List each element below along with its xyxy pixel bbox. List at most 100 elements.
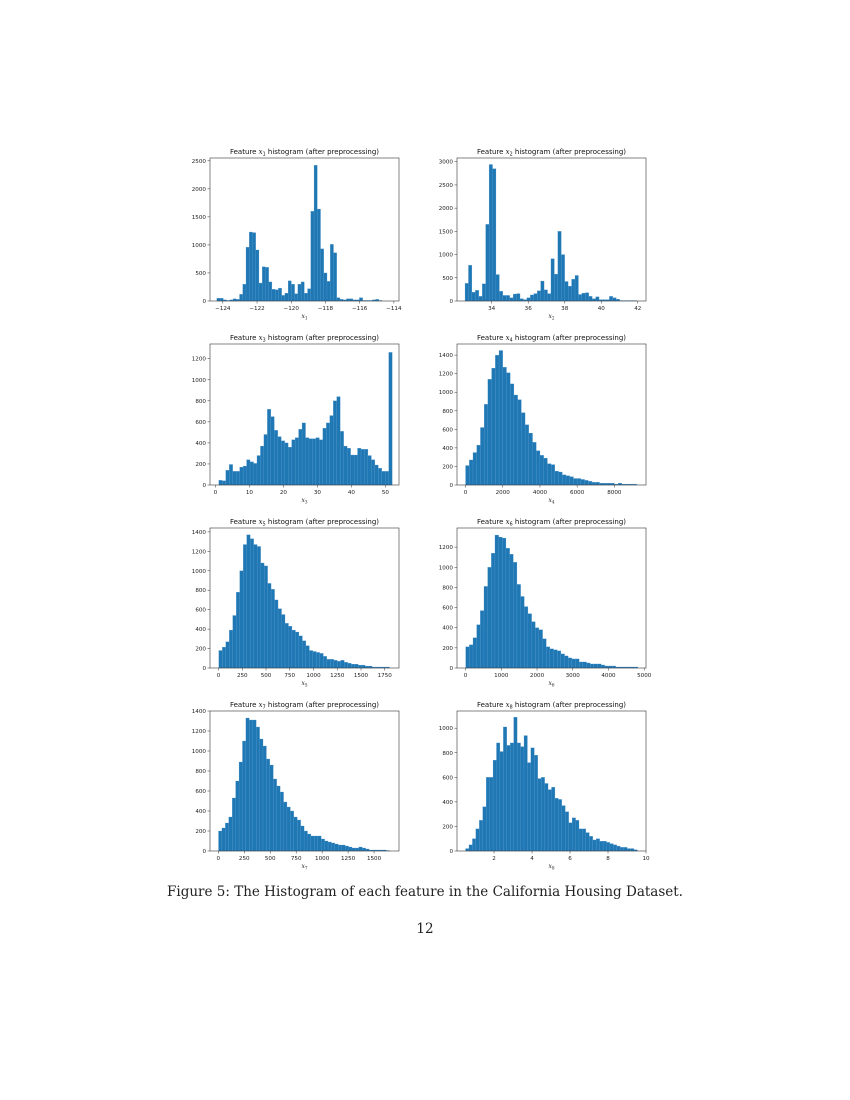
histogram-bar	[557, 231, 562, 302]
y-axis: 0 200 400 600 800 1000 1200	[192, 357, 210, 489]
y-tick-label: 0	[202, 299, 206, 305]
histogram-bar	[491, 367, 496, 486]
histogram-bar	[271, 289, 276, 302]
x-axis-label: x6	[548, 680, 554, 688]
histogram-bar	[357, 448, 362, 486]
x-axis: 0 250 500 750 1000 1250 1500	[217, 851, 382, 862]
histogram-bar	[307, 833, 312, 852]
histogram-bar	[267, 583, 272, 669]
y-tick-label: 1000	[192, 243, 207, 249]
histogram-bar	[326, 281, 331, 302]
histogram-bar	[263, 565, 268, 669]
histogram-bar	[239, 294, 243, 302]
y-tick-label: 800	[195, 588, 206, 594]
histogram-bar	[242, 284, 247, 302]
x-tick-label: 50	[382, 490, 390, 496]
histogram-bar	[294, 293, 298, 302]
y-tick-label: 3000	[439, 160, 454, 166]
histogram-bar	[539, 455, 544, 486]
histogram-bar	[499, 291, 503, 302]
histogram-bar	[502, 295, 507, 302]
histogram-bar	[267, 409, 271, 486]
y-tick-label: 1400	[192, 709, 207, 715]
histogram-x8: 0 200 400 600 800 1000 2 4 6 8 10 x8 Feature x8 hist…	[431, 697, 652, 873]
histogram-bar	[591, 482, 596, 486]
y-tick-label: 1000	[192, 749, 207, 755]
histogram-bar	[531, 621, 536, 669]
histogram-bar	[274, 430, 278, 486]
histogram-bar	[609, 296, 613, 302]
histogram-bar	[253, 544, 258, 669]
histogram-bar	[620, 847, 624, 852]
histogram-bar	[592, 839, 597, 852]
histogram-bar	[260, 445, 265, 486]
y-tick-label: 200	[195, 829, 206, 835]
histogram-bar	[554, 273, 558, 302]
x-tick-label: 2	[492, 856, 496, 862]
histogram-bar	[480, 610, 485, 669]
histogram-bar	[307, 288, 311, 302]
histogram-bar	[300, 825, 305, 852]
histogram-bar	[281, 440, 285, 486]
histogram-bar	[322, 428, 327, 486]
histogram-bar	[225, 641, 230, 669]
histogram-bar	[312, 438, 317, 486]
histogram-bar	[568, 286, 572, 302]
y-tick-label: 0	[449, 483, 453, 489]
histogram-bars	[216, 165, 383, 302]
y-tick-label: 400	[195, 441, 206, 447]
histogram-bar	[547, 789, 552, 852]
histogram-bar	[305, 645, 310, 669]
histogram-bar	[236, 471, 240, 486]
x-tick-label: 500	[261, 673, 272, 679]
y-tick-label: 600	[442, 775, 453, 781]
x-tick-label: 6000	[570, 490, 585, 496]
histogram-bar	[347, 448, 351, 486]
histogram-bar	[486, 777, 490, 852]
histogram-bars	[218, 534, 390, 669]
histogram-bar	[274, 599, 279, 669]
histogram-bar	[238, 761, 243, 852]
histogram-bar	[310, 211, 315, 302]
histogram-x5: 0 200 400 600 800 1000 1200 1400 0 250 500 750 1000 1…	[184, 514, 405, 690]
histogram-bar	[499, 751, 504, 852]
histogram-bar	[588, 296, 593, 302]
histogram-bar	[520, 746, 525, 852]
histogram-bar	[338, 844, 342, 852]
histogram-bar	[601, 664, 605, 669]
histogram-bar	[492, 168, 497, 302]
histogram-bar	[309, 650, 314, 669]
histogram-bar	[472, 637, 477, 669]
histogram-bar	[242, 740, 247, 852]
histogram-bar	[547, 463, 552, 486]
histogram-bar	[245, 717, 250, 852]
histogram-bar	[277, 608, 282, 669]
histogram-bar	[297, 284, 302, 302]
histogram-bar	[558, 799, 562, 852]
histogram-bar	[349, 298, 354, 302]
x-tick-label: 1250	[341, 856, 356, 862]
histogram-bar	[291, 629, 296, 669]
histogram-bar	[551, 464, 555, 486]
histogram-bar	[301, 422, 306, 486]
x-tick-label: 8	[606, 856, 610, 862]
x-tick-label: 250	[237, 673, 248, 679]
histogram-bar	[465, 848, 470, 852]
histogram-bar	[284, 293, 289, 302]
histogram-bar	[546, 646, 551, 669]
histogram-bar	[367, 455, 372, 486]
axes-frame	[209, 710, 400, 852]
histogram-bar	[606, 842, 611, 852]
histogram-bar	[310, 835, 315, 852]
y-tick-label: 400	[195, 627, 206, 633]
x-tick-label: 20	[280, 490, 288, 496]
axes-frame	[456, 157, 647, 302]
histogram-bar	[581, 292, 586, 302]
histogram-bar	[273, 778, 277, 852]
histogram-bar	[550, 258, 555, 302]
histogram-bar	[609, 843, 614, 852]
histogram-bar	[513, 562, 518, 669]
y-tick-label: 2500	[192, 159, 207, 165]
histogram-bar	[297, 819, 301, 852]
histogram-bar	[469, 459, 474, 486]
